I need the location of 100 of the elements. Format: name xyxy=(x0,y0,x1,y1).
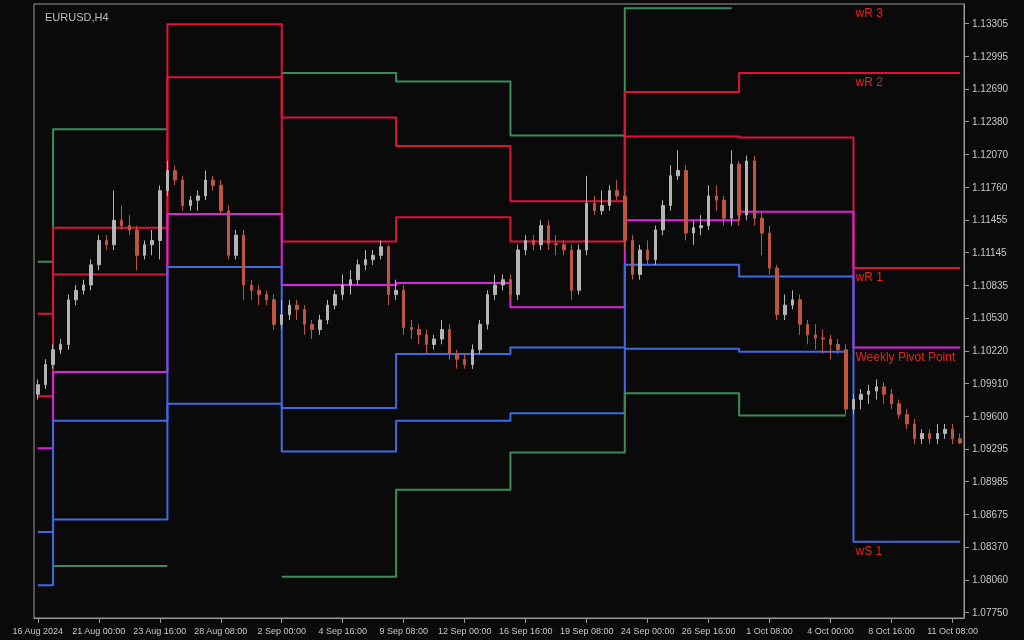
candlestick xyxy=(204,169,207,201)
candlestick xyxy=(387,244,390,306)
candlestick xyxy=(836,338,840,355)
candlestick xyxy=(631,234,634,281)
x-tick-label: 4 Oct 00:00 xyxy=(807,625,854,636)
candlestick xyxy=(44,358,47,390)
candlestick xyxy=(905,408,909,430)
candlestick xyxy=(829,334,832,360)
candlestick xyxy=(250,279,253,301)
y-tick-label: 1.10530 xyxy=(972,312,1009,324)
candlestick xyxy=(920,428,924,445)
candlestick xyxy=(897,399,901,420)
candlestick xyxy=(211,175,215,192)
candlestick xyxy=(798,294,802,336)
candlestick xyxy=(280,299,283,331)
candlestick xyxy=(189,195,192,212)
candlestick xyxy=(844,343,848,415)
y-tick-label: 1.07750 xyxy=(972,607,1009,619)
candlestick xyxy=(722,195,726,227)
candlestick xyxy=(654,225,657,266)
candlestick xyxy=(913,418,916,445)
candlestick xyxy=(364,249,367,271)
x-tick-label: 26 Sep 16:00 xyxy=(681,625,736,636)
candlestick xyxy=(288,299,291,321)
candlestick xyxy=(692,219,695,246)
candlestick xyxy=(783,294,787,321)
candlestick xyxy=(394,279,398,301)
x-tick-label: 28 Aug 08:00 xyxy=(194,625,248,636)
candlestick xyxy=(737,160,741,227)
x-tick-label: 8 Oct 16:00 xyxy=(868,625,915,636)
candlestick xyxy=(295,299,299,321)
y-tick-label: 1.09910 xyxy=(972,378,1009,390)
candlestick xyxy=(341,273,344,301)
candlestick xyxy=(97,234,101,271)
candlestick xyxy=(181,175,184,212)
candlestick xyxy=(936,423,939,445)
candlestick xyxy=(51,343,55,370)
candlestick xyxy=(707,184,710,231)
candlestick xyxy=(425,329,428,355)
candlestick xyxy=(234,229,238,261)
y-tick-label: 1.09295 xyxy=(972,443,1009,455)
candlestick xyxy=(432,334,436,351)
candlestick xyxy=(379,239,383,261)
candlestick xyxy=(715,184,718,212)
x-tick-label: 23 Aug 16:00 xyxy=(133,625,187,636)
candlestick xyxy=(36,378,40,401)
y-tick-label: 1.10220 xyxy=(972,345,1009,357)
text: EURUSD,H4 xyxy=(45,10,109,23)
candlestick xyxy=(318,314,322,336)
candlestick xyxy=(562,239,566,256)
candlestick xyxy=(173,164,177,186)
candlestick xyxy=(676,149,680,181)
annotation: wR 3 xyxy=(854,6,884,20)
candlestick xyxy=(478,319,482,355)
candlestick xyxy=(669,164,672,212)
candlestick xyxy=(882,382,886,405)
candlestick xyxy=(333,289,337,310)
candlestick xyxy=(585,175,588,256)
candlestick xyxy=(356,259,360,286)
candlestick xyxy=(486,289,489,331)
x-tick-label: 19 Sep 08:00 xyxy=(559,625,614,636)
annotation: wR 2 xyxy=(854,74,884,89)
candlestick xyxy=(821,329,825,355)
y-tick-label: 1.10835 xyxy=(972,280,1009,292)
candlestick xyxy=(89,259,93,291)
candlestick xyxy=(516,244,520,301)
candlestick xyxy=(196,190,200,212)
candlestick xyxy=(128,214,131,236)
candlestick xyxy=(943,423,947,440)
candlestick xyxy=(768,225,771,275)
candlestick xyxy=(875,378,878,401)
candlestick xyxy=(455,349,459,370)
x-tick-label: 2 Sep 00:00 xyxy=(257,625,307,636)
x-tick-label: 24 Sep 00:00 xyxy=(620,625,675,636)
candlestick xyxy=(440,319,444,345)
candlestick xyxy=(509,273,512,301)
candlestick xyxy=(554,234,558,256)
candlestick xyxy=(684,164,688,241)
candlestick xyxy=(852,393,855,415)
y-tick-label: 1.12380 xyxy=(972,116,1009,128)
candlestick xyxy=(958,432,962,445)
candlestick xyxy=(646,239,649,266)
candlestick xyxy=(791,289,794,310)
candlestick xyxy=(661,199,665,236)
candlestick xyxy=(326,299,329,325)
candlestick xyxy=(166,160,169,197)
candlestick xyxy=(859,388,863,410)
annotation: Weekly Pivot Point xyxy=(855,349,956,364)
y-tick-label: 1.12070 xyxy=(972,149,1009,161)
y-tick-label: 1.13305 xyxy=(972,18,1009,30)
candlestick xyxy=(135,225,139,271)
x-tick-label: 12 Sep 00:00 xyxy=(437,625,492,636)
candlestick xyxy=(890,388,893,410)
candlestick xyxy=(112,190,116,251)
candlestick xyxy=(303,304,306,336)
y-tick-label: 1.11145 xyxy=(972,247,1008,259)
x-tick-label: 21 Aug 00:00 xyxy=(72,625,126,636)
candlestick xyxy=(448,323,451,360)
candlestick xyxy=(227,204,230,261)
candlestick xyxy=(105,234,108,251)
